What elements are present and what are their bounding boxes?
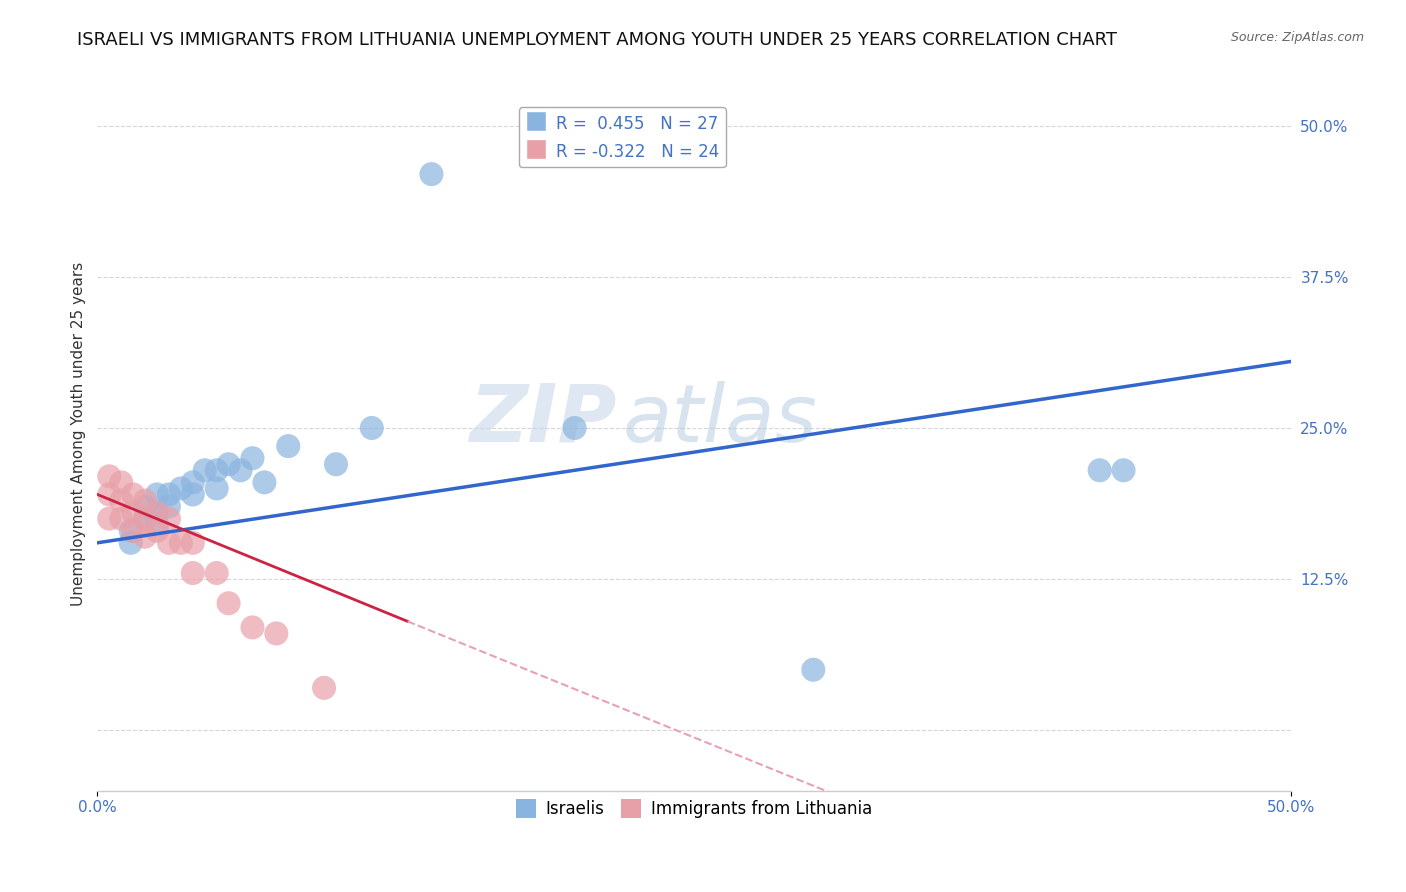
Point — [122, 506, 145, 520]
Point — [122, 487, 145, 501]
Point — [1088, 463, 1111, 477]
Point — [134, 511, 156, 525]
Point — [157, 536, 180, 550]
Point — [122, 524, 145, 538]
Point — [205, 566, 228, 580]
Point — [181, 487, 204, 501]
Text: ZIP: ZIP — [470, 381, 616, 458]
Point — [277, 439, 299, 453]
Point — [157, 511, 180, 525]
Legend: Israelis, Immigrants from Lithuania: Israelis, Immigrants from Lithuania — [509, 792, 879, 825]
Point — [146, 524, 169, 538]
Point — [181, 536, 204, 550]
Point — [253, 475, 276, 490]
Point — [266, 626, 288, 640]
Point — [98, 469, 121, 483]
Point — [110, 493, 132, 508]
Point — [564, 421, 586, 435]
Point — [360, 421, 382, 435]
Point — [218, 457, 240, 471]
Point — [218, 596, 240, 610]
Point — [146, 506, 169, 520]
Point — [110, 475, 132, 490]
Point — [312, 681, 335, 695]
Point — [134, 530, 156, 544]
Point — [146, 517, 169, 532]
Point — [134, 493, 156, 508]
Point — [181, 566, 204, 580]
Point — [120, 524, 142, 538]
Point — [194, 463, 217, 477]
Point — [229, 463, 252, 477]
Point — [134, 500, 156, 514]
Point — [98, 511, 121, 525]
Point — [157, 487, 180, 501]
Point — [120, 536, 142, 550]
Point — [110, 511, 132, 525]
Point — [325, 457, 347, 471]
Point — [242, 620, 264, 634]
Y-axis label: Unemployment Among Youth under 25 years: Unemployment Among Youth under 25 years — [72, 262, 86, 607]
Point — [134, 511, 156, 525]
Point — [205, 463, 228, 477]
Text: ISRAELI VS IMMIGRANTS FROM LITHUANIA UNEMPLOYMENT AMONG YOUTH UNDER 25 YEARS COR: ISRAELI VS IMMIGRANTS FROM LITHUANIA UNE… — [77, 31, 1118, 49]
Point — [205, 482, 228, 496]
Point — [242, 451, 264, 466]
Point — [181, 475, 204, 490]
Point — [420, 167, 443, 181]
Text: Source: ZipAtlas.com: Source: ZipAtlas.com — [1230, 31, 1364, 45]
Point — [170, 482, 193, 496]
Point — [98, 487, 121, 501]
Point — [146, 506, 169, 520]
Point — [170, 536, 193, 550]
Point — [146, 487, 169, 501]
Point — [801, 663, 824, 677]
Text: atlas: atlas — [623, 381, 817, 458]
Point — [1112, 463, 1135, 477]
Point — [157, 500, 180, 514]
